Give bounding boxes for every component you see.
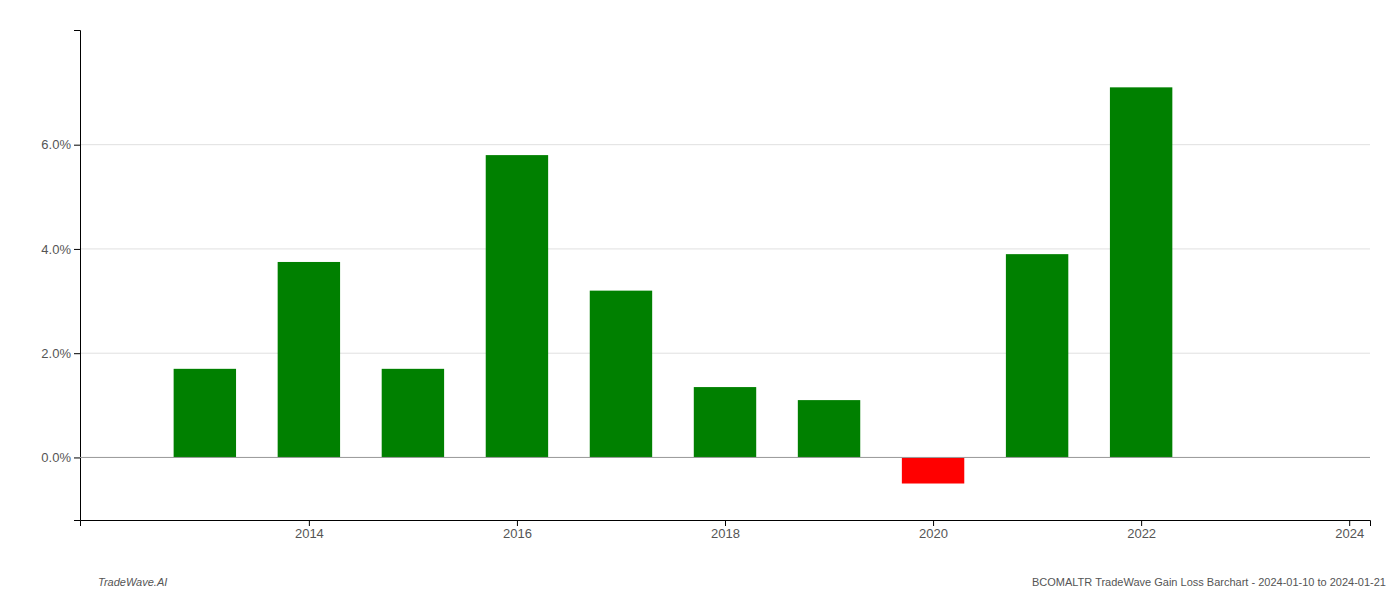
grid-line xyxy=(80,248,1370,249)
bar xyxy=(798,400,860,457)
y-tick: 4.0% xyxy=(41,242,80,257)
x-axis: 2014 2016 2018 2020 2022 2024 xyxy=(81,520,1371,541)
y-tick: 2.0% xyxy=(41,346,80,361)
footer-left: TradeWave.AI xyxy=(98,576,167,588)
x-tick: 2020 xyxy=(919,520,948,541)
zero-line xyxy=(80,457,1370,458)
x-tick-mark xyxy=(933,520,934,526)
y-tick: 6.0% xyxy=(41,137,80,152)
chart: 2014 2016 2018 2020 2022 2024 0.0% 2.0% 4.0% 6.0%… xyxy=(0,0,1400,600)
x-axis-line xyxy=(81,521,1371,527)
y-tick-mark xyxy=(74,457,80,458)
y-axis-line xyxy=(74,31,81,521)
y-tick-mark xyxy=(74,249,80,250)
grid xyxy=(80,145,1370,458)
x-tick-label: 2024 xyxy=(1335,526,1364,541)
x-tick-label: 2022 xyxy=(1127,526,1156,541)
plot: 2014 2016 2018 2020 2022 2024 0.0% 2.0% 4.0% 6.0% xyxy=(41,31,1370,542)
x-tick-label: 2014 xyxy=(295,526,324,541)
grid-line xyxy=(80,144,1370,145)
x-tick: 2018 xyxy=(711,520,740,541)
y-tick: 0.0% xyxy=(41,450,80,465)
x-tick-mark xyxy=(517,520,518,526)
x-tick-mark xyxy=(1349,520,1350,526)
y-tick-mark xyxy=(74,353,80,354)
x-tick: 2024 xyxy=(1335,520,1364,541)
footer-right: BCOMALTR TradeWave Gain Loss Barchart - … xyxy=(1032,576,1386,588)
y-tick-label: 2.0% xyxy=(41,346,71,361)
bar xyxy=(486,155,548,457)
bar xyxy=(1110,87,1172,457)
y-axis: 0.0% 2.0% 4.0% 6.0% xyxy=(41,31,80,521)
x-tick-mark xyxy=(725,520,726,526)
x-tick: 2016 xyxy=(503,520,532,541)
y-tick-mark xyxy=(74,145,80,146)
x-tick-mark xyxy=(1141,520,1142,526)
x-tick-label: 2016 xyxy=(503,526,532,541)
x-tick: 2014 xyxy=(295,520,324,541)
bar xyxy=(278,262,340,457)
x-tick-label: 2018 xyxy=(711,526,740,541)
grid-line xyxy=(80,353,1370,354)
x-tick-label: 2020 xyxy=(919,526,948,541)
y-tick-label: 4.0% xyxy=(41,242,71,257)
bar xyxy=(694,387,756,457)
grid-line xyxy=(80,457,1370,458)
bar xyxy=(590,291,652,458)
y-tick-label: 0.0% xyxy=(41,450,71,465)
bar xyxy=(1006,254,1068,457)
x-tick: 2022 xyxy=(1127,520,1156,541)
y-tick-label: 6.0% xyxy=(41,137,71,152)
x-tick-mark xyxy=(309,520,310,526)
bar xyxy=(382,369,444,458)
bar xyxy=(174,369,236,458)
bar xyxy=(902,457,964,483)
bars xyxy=(174,87,1173,483)
